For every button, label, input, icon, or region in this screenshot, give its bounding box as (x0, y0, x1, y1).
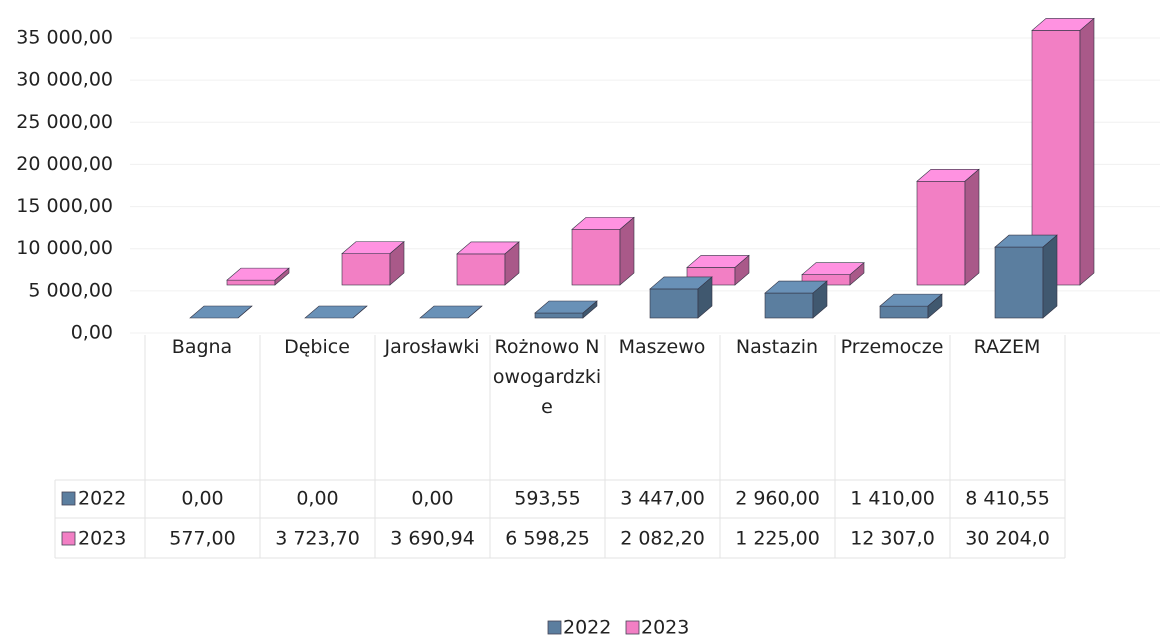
row-header: 2023 (78, 528, 126, 550)
data-label: 577,00 (169, 528, 235, 550)
bar (189, 305, 253, 319)
bar-side (619, 216, 635, 286)
data-label: 0,00 (411, 488, 453, 510)
legend-swatch (61, 491, 76, 506)
bar-side (467, 305, 483, 319)
bar-front (456, 253, 506, 286)
x-tick-label: Bagna (171, 336, 233, 358)
legend-swatch (61, 531, 76, 546)
bar-side (504, 241, 520, 286)
bar-top (419, 305, 483, 319)
legend-label: 2022 (563, 617, 611, 636)
bar (571, 216, 635, 286)
x-tick-label: Rożnowo Nowogardzkie (492, 336, 602, 418)
bar-front (649, 288, 699, 319)
data-label: 1 410,00 (850, 488, 935, 510)
bar-side (849, 262, 865, 286)
bar-side (964, 168, 980, 286)
bar-side (812, 280, 828, 319)
y-tick-label: 5 000,00 (28, 279, 113, 301)
bar-side (927, 293, 943, 319)
bar-front (534, 312, 584, 319)
bar (649, 276, 713, 319)
bar-side (352, 305, 368, 319)
data-label: 30 204,0 (965, 528, 1050, 550)
category-cell: Dębice (284, 336, 350, 358)
data-label: 2 960,00 (735, 488, 820, 510)
bar-side (697, 276, 713, 319)
category-cell: Maszewo (618, 336, 706, 358)
y-tick-label: 20 000,00 (16, 153, 113, 175)
bar (304, 305, 368, 319)
y-tick-label: 30 000,00 (16, 69, 113, 91)
bar (226, 267, 290, 286)
bar-front (341, 253, 391, 286)
data-label: 3 690,94 (390, 528, 475, 550)
y-tick-label: 15 000,00 (16, 195, 113, 217)
data-label: 6 598,25 (505, 528, 590, 550)
bar-front (571, 229, 621, 286)
category-cell: Bagna (171, 336, 233, 358)
data-label: 1 225,00 (735, 528, 820, 550)
bar-top (304, 305, 368, 319)
x-tick-label: Jarosławki (384, 336, 480, 358)
bar-side (1042, 234, 1058, 319)
category-cell: Nastazin (735, 336, 819, 358)
bar (764, 280, 828, 319)
bar (916, 168, 980, 286)
bar-side (582, 300, 598, 319)
data-label: 0,00 (296, 488, 338, 510)
data-label: 8 410,55 (965, 488, 1050, 510)
x-tick-label: RAZEM (973, 336, 1041, 358)
y-tick-label: 0,00 (71, 322, 113, 344)
row-header: 2022 (78, 488, 126, 510)
data-label: 3 447,00 (620, 488, 705, 510)
bar-front (764, 292, 814, 319)
data-label: 593,55 (514, 488, 580, 510)
bar (419, 305, 483, 319)
bar (879, 293, 943, 319)
bar-side (1079, 17, 1095, 286)
bar-side (389, 240, 405, 286)
y-tick-label: 10 000,00 (16, 237, 113, 259)
legend-swatch (625, 620, 640, 635)
bar (801, 262, 865, 286)
category-cell: Przemocze (840, 336, 944, 358)
category-cell: RAZEM (973, 336, 1041, 358)
data-label: 0,00 (181, 488, 223, 510)
x-tick-label: Przemocze (840, 336, 944, 358)
data-label: 3 723,70 (275, 528, 360, 550)
bar-side (237, 305, 253, 319)
bar (456, 241, 520, 286)
legend-swatch (547, 620, 562, 635)
y-tick-label: 35 000,00 (16, 27, 113, 49)
x-tick-label: Maszewo (618, 336, 706, 358)
bar-front (879, 305, 929, 319)
bar-top (189, 305, 253, 319)
x-tick-label: Dębice (284, 336, 350, 358)
bar-front (994, 246, 1044, 319)
bar (341, 240, 405, 286)
bar-front (916, 180, 966, 286)
bar (994, 234, 1058, 319)
data-label: 2 082,20 (620, 528, 705, 550)
x-tick-label: Nastazin (735, 336, 819, 358)
bar-front (226, 279, 276, 286)
data-label: 12 307,0 (850, 528, 935, 550)
bar (534, 300, 598, 319)
legend-label: 2023 (641, 617, 689, 636)
bar-side (734, 254, 750, 286)
category-cell: Jarosławki (384, 336, 480, 358)
y-tick-label: 25 000,00 (16, 111, 113, 133)
category-cell: Rożnowo Nowogardzkie (492, 336, 602, 418)
bar-side (274, 267, 290, 286)
